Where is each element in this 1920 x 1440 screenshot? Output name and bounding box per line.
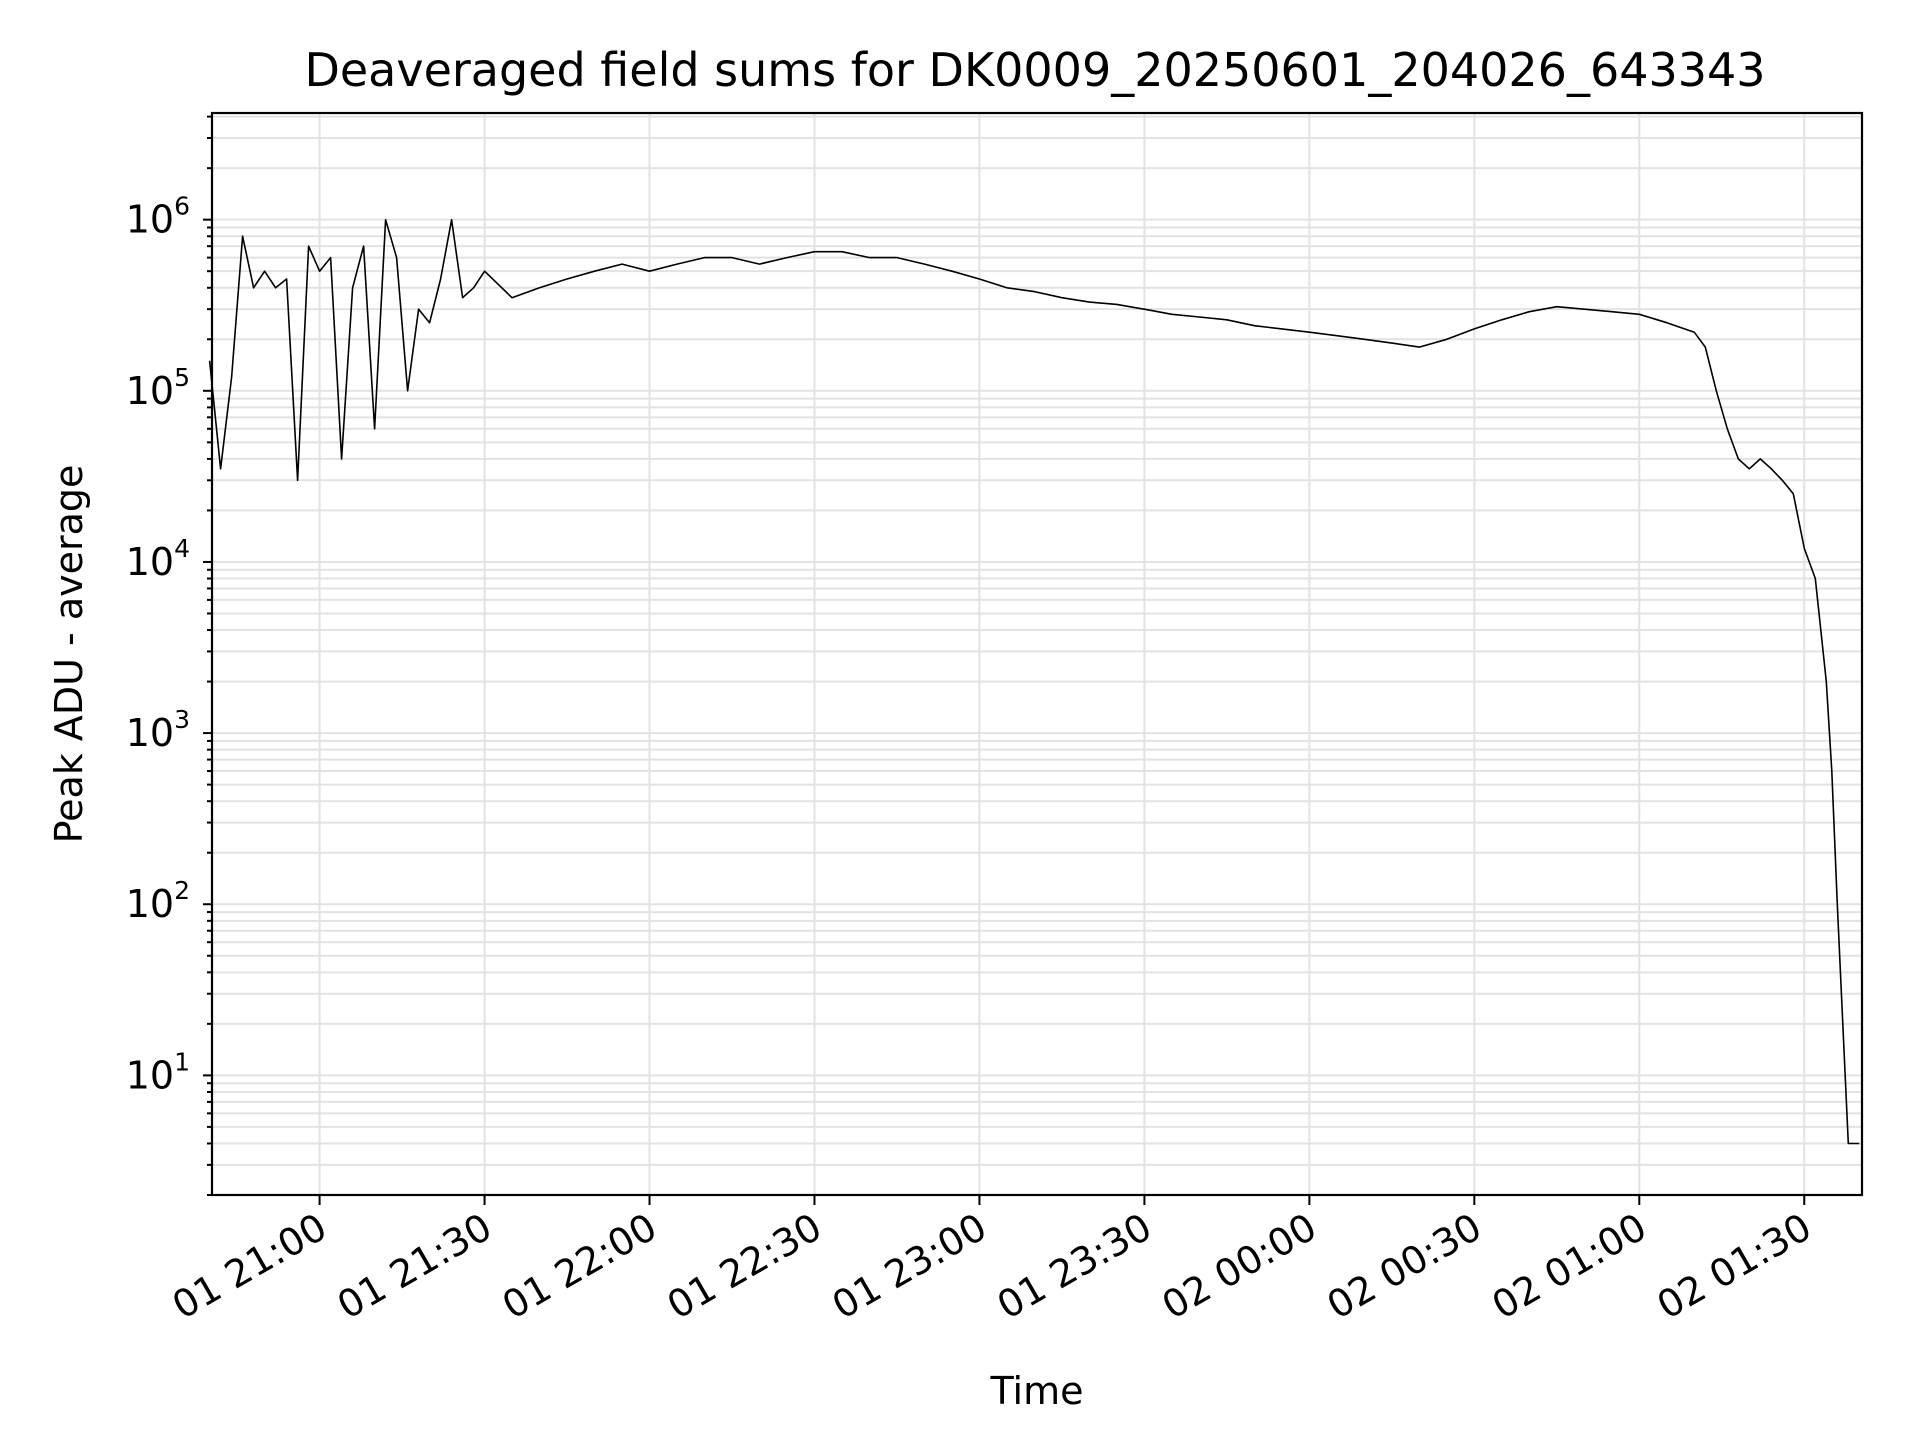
- x-axis-label: Time: [990, 1369, 1084, 1413]
- grid: [212, 113, 1862, 1196]
- plot-frame: [210, 111, 1864, 1197]
- series-group: [208, 218, 1860, 1145]
- y-tick-label: 104: [126, 534, 190, 584]
- y-tick-label: 103: [126, 705, 190, 755]
- y-tick-label: 106: [126, 192, 190, 242]
- series-line: [208, 218, 1860, 1145]
- y-axis-label: Peak ADU - average: [47, 465, 91, 844]
- y-tick-label: 101: [126, 1047, 190, 1097]
- chart-title: Deaveraged field sums for DK0009_2025060…: [304, 43, 1765, 97]
- y-tick-label: 105: [126, 363, 190, 413]
- y-axis: 101 102 103 104 105 106: [126, 115, 212, 1196]
- y-tick-label: 102: [126, 876, 190, 926]
